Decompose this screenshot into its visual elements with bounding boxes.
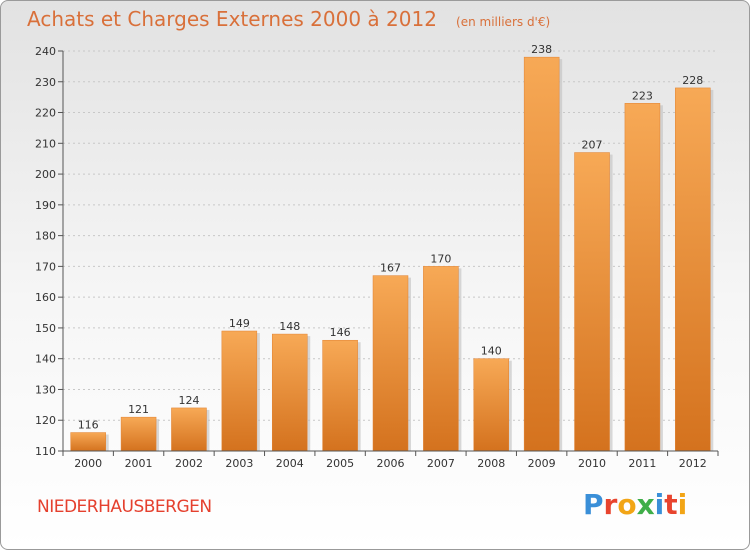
bar-value-label: 146 [330,326,351,339]
x-tick-label: 2002 [175,457,203,470]
bar-value-label: 124 [178,394,199,407]
bar-value-label: 121 [128,403,149,416]
bar [675,87,711,452]
y-tick-label: 170 [35,260,56,273]
bar-value-label: 223 [632,89,653,102]
bar-value-label: 149 [229,317,250,330]
bar-value-label: 207 [582,139,603,152]
y-tick-label: 240 [35,45,56,58]
bar [322,339,358,452]
bar-value-label: 116 [78,419,99,432]
bar [372,275,409,452]
y-tick-label: 200 [35,168,56,181]
x-tick-label: 2010 [578,457,606,470]
logo-letter: x [636,488,655,521]
bar [70,432,106,452]
commune-name: NIEDERHAUSBERGEN [37,497,212,517]
y-tick-label: 140 [35,353,56,366]
x-tick-label: 2006 [377,457,405,470]
proxiti-logo: Proxiti [583,488,687,521]
bars: 116 121 124 149 148 146 167 170 140 238 207 223 228 [70,43,714,452]
bar [120,416,157,452]
bar-value-label: 170 [430,252,451,265]
bar [171,407,207,452]
bar-value-label: 228 [682,74,703,87]
chart-title: Achats et Charges Externes 2000 à 2012 [27,7,437,31]
x-tick-label: 2004 [276,457,304,470]
bar-value-label: 238 [531,43,552,56]
logo-letter: r [603,488,618,521]
bar-value-label: 140 [481,345,502,358]
y-tick-label: 130 [35,383,56,396]
logo-letter: i [677,488,688,521]
y-tick-label: 220 [35,107,56,120]
y-tick-label: 150 [35,322,56,335]
x-tick-label: 2011 [628,457,656,470]
chart-subtitle: (en milliers d'€) [456,15,551,29]
x-tick-label: 2005 [326,457,354,470]
bar-value-label: 167 [380,262,401,275]
y-tick-label: 180 [35,230,56,243]
logo-letter: i [654,488,665,521]
y-tick-label: 210 [35,137,56,150]
bar [473,358,510,452]
x-tick-label: 2012 [679,457,707,470]
logo-letter: o [617,488,637,521]
bar-value-label: 148 [279,320,300,333]
x-tick-label: 2008 [477,457,505,470]
y-tick-label: 120 [35,414,56,427]
bar [574,152,610,452]
bar [221,330,258,452]
x-tick-label: 2009 [528,457,556,470]
title-line: Achats et Charges Externes 2000 à 2012 (… [27,7,550,31]
bar [271,333,308,452]
logo-letter: t [664,488,678,521]
y-tick-label: 190 [35,199,56,212]
bar [423,266,459,452]
bar [624,103,661,452]
x-tick-label: 2007 [427,457,455,470]
y-tick-label: 160 [35,291,56,304]
y-axis: 110 120 130 140 150 160 170 180 190 200 210 220 230 2… [35,45,64,458]
x-tick-label: 2000 [74,457,102,470]
bar [523,56,560,452]
x-tick-label: 2003 [225,457,253,470]
x-tick-label: 2001 [125,457,153,470]
logo-letter: P [583,488,604,521]
x-axis: 2000 2001 2002 2003 2004 2005 2006 2007 2008 2009… [62,450,719,470]
y-tick-label: 110 [35,445,56,458]
y-tick-label: 230 [35,76,56,89]
